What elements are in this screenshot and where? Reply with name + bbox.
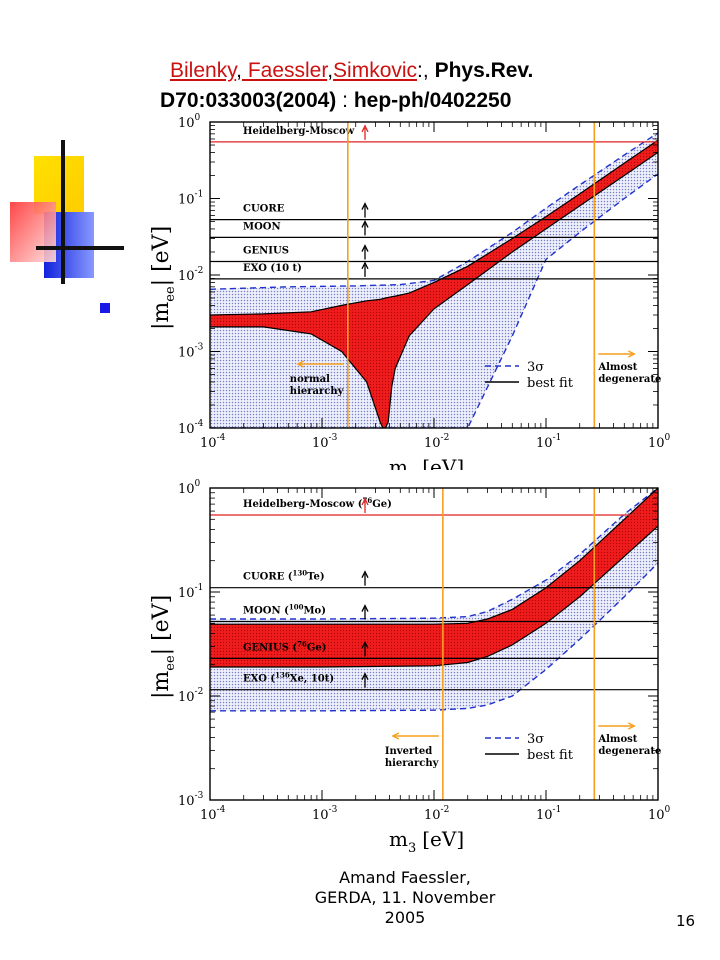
top-right-arrow-head-icon [627, 350, 636, 358]
citation: Bilenky, Faessler,Simkovic:, Phys.Rev. D… [160, 56, 700, 116]
bottom-legend-label-0: 3σ [527, 732, 544, 747]
top-annotation-right-1: degenerate [598, 374, 661, 385]
top-legend-label-0: 3σ [527, 360, 544, 375]
top-experiment-label-4: EXO (10 t) [243, 263, 302, 274]
top-arrow-head-icon-1 [361, 202, 369, 210]
top-experiment-label-2: MOON [243, 221, 281, 232]
bottom-experiment-label-1: CUORE (130Te) [243, 569, 325, 583]
citation-arxiv: hep-ph/0402250 [353, 89, 512, 112]
top-x-tick-label-0: 10-4 [200, 433, 226, 451]
author-link-bilenky[interactable]: Bilenky [170, 59, 237, 82]
bottom-three-sigma-upper [210, 488, 658, 620]
bottom-best-fit-lower [210, 525, 658, 668]
footer-line: 2005 [384, 908, 426, 927]
top-x-tick-label-4: 100 [648, 433, 671, 451]
top-x-axis-label: m1[eV] [389, 455, 464, 470]
logo-red-square [10, 202, 56, 262]
bottom-legend-label-1: best fit [527, 748, 574, 763]
bottom-three-sigma-lower [210, 562, 658, 712]
page-number: 16 [676, 912, 696, 930]
bottom-experiment-label-2: MOON (100Mo) [243, 603, 326, 617]
bottom-annotation-left-1: hierarchy [385, 758, 440, 769]
top-arrow-head-icon-0 [361, 124, 369, 133]
top-arrow-head-icon-4 [361, 261, 369, 270]
bottom-experiment-label-0: Heidelberg-Moscow (76Ge) [243, 496, 392, 510]
top-annotation-left-0: normal [290, 374, 330, 385]
footer: Amand Faessler, GERDA, 11. November 2005 [300, 868, 510, 928]
top-y-axis-label: |mee| [eV] [149, 226, 178, 330]
top-left-arrow-head-icon [296, 360, 305, 368]
bottom-x-tick-label-0: 10-4 [200, 805, 226, 823]
top-annotation-right-0: Almost [597, 362, 637, 373]
top-best-fit-lower [210, 151, 658, 428]
citation-ref: D70:033003(2004) [160, 89, 337, 112]
top-y-tick-label-0: 10-4 [178, 419, 204, 437]
bottom-x-axis-label: m3 [eV] [389, 827, 464, 856]
top-experiment-label-3: GENIUS [243, 246, 289, 257]
bottom-y-tick-label-3: 100 [178, 479, 201, 497]
bottom-y-tick-label-1: 10-2 [178, 687, 203, 705]
author-link-simkovic[interactable]: Simkovic [333, 59, 418, 82]
bullet-square [100, 303, 110, 313]
bottom-experiment-label-4: EXO (136Xe, 10t) [243, 671, 334, 685]
bottom-y-tick-label-2: 10-1 [178, 583, 203, 601]
footer-line: GERDA, 11. November [314, 888, 496, 907]
top-annotation-left-1: hierarchy [290, 386, 345, 397]
top-experiment-label-1: CUORE [243, 204, 285, 215]
bottom-best-fit-band [210, 488, 658, 667]
top-best-fit-upper [210, 139, 658, 316]
bottom-x-tick-label-2: 10-2 [424, 805, 449, 823]
bottom-annotation-left-0: Inverted [385, 746, 432, 757]
top-legend-label-1: best fit [527, 376, 574, 391]
top-y-tick-label-2: 10-2 [178, 266, 203, 284]
citation-journal: Phys.Rev. [434, 59, 534, 82]
author-link-faessler[interactable]: Faessler [241, 59, 328, 82]
citation-sep: , [236, 59, 242, 82]
chart-top-m1: Heidelberg-Moscow CUORE MOON GENIUS EXO (10 … [149, 113, 671, 470]
citation-sep: :, [417, 59, 435, 82]
top-x-tick-label-2: 10-2 [424, 433, 449, 451]
bottom-annotation-right-0: Almost [597, 734, 637, 745]
footer-line: Amand Faessler, [339, 868, 471, 887]
bottom-y-axis-label: |mee| [eV] [149, 595, 178, 699]
bottom-arrow-head-icon-2 [361, 604, 369, 612]
citation-sep: : [336, 89, 354, 112]
logo-horizontal-bar [36, 246, 124, 250]
bottom-arrow-head-icon-1 [361, 570, 369, 578]
top-arrow-head-icon-2 [361, 219, 369, 228]
bottom-plot-area [210, 488, 658, 712]
top-best-fit-band [210, 140, 658, 428]
slide-logo [10, 140, 124, 284]
bottom-experiment-label-3: GENIUS (76Ge) [243, 639, 327, 653]
bottom-x-tick-label-3: 10-1 [536, 805, 561, 823]
bottom-right-arrow-head-icon [627, 722, 636, 730]
top-y-tick-label-4: 100 [178, 113, 201, 131]
bottom-best-fit-upper [210, 488, 658, 625]
top-experiment-label-0: Heidelberg-Moscow [243, 126, 355, 137]
bottom-y-tick-label-0: 10-3 [178, 791, 204, 809]
bottom-arrow-head-icon-0 [361, 497, 369, 506]
bottom-arrow-head-icon-4 [361, 672, 369, 680]
bottom-arrow-head-icon-3 [361, 640, 369, 649]
logo-vertical-bar [61, 140, 65, 284]
bottom-left-arrow-head-icon [391, 732, 400, 740]
chart-bottom-m3: Heidelberg-Moscow (76Ge) CUORE (130Te) MOO… [149, 479, 671, 856]
top-x-tick-label-3: 10-1 [536, 433, 561, 451]
top-arrow-head-icon-3 [361, 244, 369, 252]
bottom-annotation-right-1: degenerate [598, 746, 661, 757]
bottom-x-tick-label-1: 10-3 [312, 805, 338, 823]
top-x-tick-label-1: 10-3 [312, 433, 338, 451]
top-y-tick-label-3: 10-1 [178, 190, 203, 208]
top-y-tick-label-1: 10-3 [178, 343, 204, 361]
bottom-x-tick-label-4: 100 [648, 805, 671, 823]
citation-sep: , [327, 59, 334, 82]
